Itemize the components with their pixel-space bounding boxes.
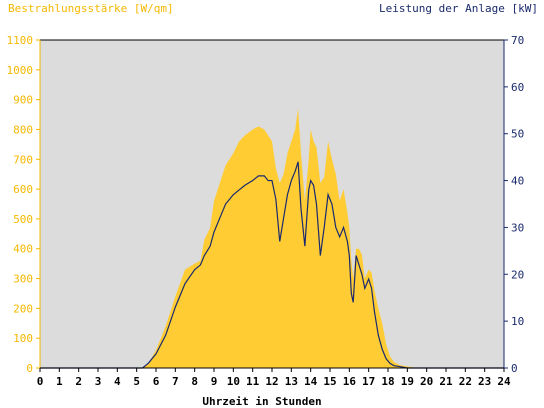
x-tick-label: 14 bbox=[304, 375, 318, 388]
right-tick-label: 50 bbox=[511, 128, 524, 141]
x-tick-label: 8 bbox=[191, 375, 198, 388]
x-axis-label: Uhrzeit in Stunden bbox=[202, 395, 321, 408]
right-tick-label: 40 bbox=[511, 175, 524, 188]
left-axis-title: Bestrahlungsstärke [W/qm] bbox=[8, 2, 174, 15]
left-tick-label: 200 bbox=[13, 302, 33, 315]
left-tick-label: 700 bbox=[13, 153, 33, 166]
right-tick-label: 30 bbox=[511, 221, 524, 234]
left-tick-label: 500 bbox=[13, 213, 33, 226]
x-tick-label: 6 bbox=[153, 375, 160, 388]
left-tick-label: 300 bbox=[13, 273, 33, 286]
left-axis-ticks: 0 100 200 300 400 500 600 700 800 900 1000 1100 bbox=[7, 34, 40, 375]
right-tick-label: 0 bbox=[511, 362, 518, 375]
x-tick-label: 23 bbox=[478, 375, 491, 388]
x-tick-label: 1 bbox=[56, 375, 63, 388]
x-tick-label: 17 bbox=[362, 375, 375, 388]
right-axis-ticks: 0 10 20 30 40 50 60 70 bbox=[504, 34, 524, 375]
left-tick-label: 400 bbox=[13, 243, 33, 256]
x-tick-label: 19 bbox=[401, 375, 414, 388]
x-tick-label: 3 bbox=[95, 375, 102, 388]
left-tick-label: 600 bbox=[13, 183, 33, 196]
x-tick-label: 7 bbox=[172, 375, 179, 388]
power-line bbox=[40, 161, 504, 369]
left-tick-label: 800 bbox=[13, 123, 33, 136]
right-tick-label: 10 bbox=[511, 315, 524, 328]
x-tick-label: 24 bbox=[497, 375, 511, 388]
x-tick-label: 15 bbox=[323, 375, 336, 388]
left-tick-label: 100 bbox=[13, 332, 33, 345]
x-tick-label: 9 bbox=[211, 375, 218, 388]
left-tick-label: 0 bbox=[26, 362, 33, 375]
irradiance-area bbox=[40, 108, 504, 368]
x-tick-label: 4 bbox=[114, 375, 121, 388]
x-tick-label: 16 bbox=[343, 375, 357, 388]
right-tick-label: 20 bbox=[511, 268, 524, 281]
x-tick-label: 11 bbox=[246, 375, 260, 388]
x-tick-label: 10 bbox=[227, 375, 240, 388]
x-tick-label: 20 bbox=[420, 375, 433, 388]
left-tick-label: 900 bbox=[13, 94, 33, 107]
right-axis-title: Leistung der Anlage [kW] bbox=[379, 2, 538, 15]
x-tick-label: 18 bbox=[381, 375, 394, 388]
x-tick-label: 0 bbox=[37, 375, 44, 388]
x-tick-label: 21 bbox=[439, 375, 453, 388]
x-tick-label: 5 bbox=[133, 375, 140, 388]
right-tick-label: 60 bbox=[511, 81, 524, 94]
x-tick-label: 22 bbox=[459, 375, 472, 388]
left-tick-label: 1100 bbox=[7, 34, 34, 47]
irradiance-area-layer bbox=[40, 108, 504, 368]
right-tick-label: 70 bbox=[511, 34, 524, 47]
x-tick-label: 13 bbox=[285, 375, 298, 388]
x-tick-label: 12 bbox=[265, 375, 278, 388]
x-axis-ticks: 0 1 2 3 4 5 6 7 8 9 10 11 12 13 14 15 16 17 18 19 20 21 22 23 24 bbox=[37, 368, 511, 388]
x-tick-label: 2 bbox=[75, 375, 82, 388]
left-tick-label: 1000 bbox=[7, 64, 34, 77]
power-line-layer bbox=[40, 161, 504, 369]
